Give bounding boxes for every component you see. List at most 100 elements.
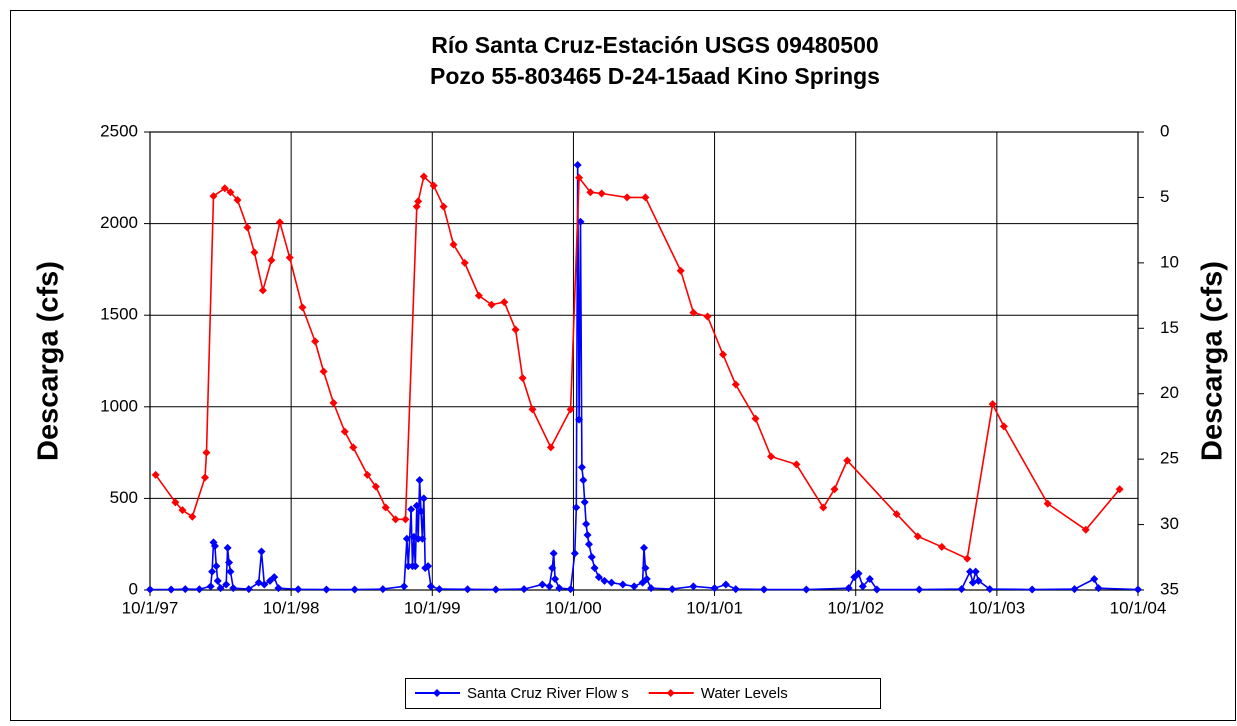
- y-tick-label: 0: [129, 579, 138, 598]
- data-point: [988, 400, 997, 409]
- data-point: [600, 576, 609, 585]
- data-point: [329, 398, 338, 407]
- data-point: [689, 308, 698, 317]
- y2-tick-label: 25: [1160, 449, 1179, 468]
- plot-frame: [149, 131, 1139, 591]
- data-point: [538, 580, 547, 589]
- data-point: [188, 512, 197, 521]
- data-point: [319, 367, 328, 376]
- data-point: [460, 258, 469, 267]
- data-point: [270, 573, 279, 582]
- y2-tick-label: 15: [1160, 318, 1179, 337]
- data-point: [577, 463, 586, 472]
- data-point: [146, 585, 154, 594]
- data-point: [721, 580, 730, 589]
- data-point: [555, 584, 564, 593]
- legend-label: Water Levels: [701, 685, 788, 702]
- data-point: [792, 460, 801, 469]
- data-point: [294, 585, 303, 594]
- data-point: [731, 585, 740, 594]
- data-point: [566, 405, 575, 414]
- data-point: [546, 443, 555, 452]
- data-point: [642, 575, 651, 584]
- data-point: [414, 197, 423, 206]
- y2-tick-label: 5: [1160, 187, 1169, 206]
- data-point: [913, 532, 922, 541]
- data-point: [582, 520, 591, 529]
- data-point: [429, 181, 438, 190]
- x-tick-label: 10/1/99: [404, 598, 461, 617]
- data-point: [966, 567, 975, 576]
- data-point: [257, 547, 266, 556]
- data-point: [208, 567, 217, 576]
- data-point: [195, 585, 204, 594]
- data-point: [819, 503, 828, 512]
- data-point: [226, 188, 235, 197]
- data-point: [858, 582, 867, 591]
- data-point: [676, 266, 685, 275]
- data-point: [668, 585, 677, 594]
- data-point: [575, 173, 584, 182]
- data-point: [267, 256, 276, 265]
- x-tick-label: 10/1/97: [122, 598, 179, 617]
- data-point: [915, 585, 924, 594]
- data-point: [999, 422, 1008, 431]
- data-point: [1070, 585, 1079, 594]
- data-point: [311, 337, 320, 346]
- y-tick-label: 2000: [100, 213, 138, 232]
- data-point: [597, 189, 606, 198]
- data-point: [548, 564, 557, 573]
- y2-tick-label: 30: [1160, 514, 1179, 533]
- data-point: [1134, 585, 1142, 594]
- data-point: [391, 515, 400, 524]
- data-point: [566, 585, 575, 594]
- data-point: [212, 562, 221, 571]
- data-point: [209, 192, 218, 201]
- y2-tick-label: 0: [1160, 121, 1169, 140]
- data-point: [491, 585, 500, 594]
- y-tick-label: 1000: [100, 396, 138, 415]
- data-point: [618, 580, 627, 589]
- data-point: [1094, 584, 1103, 593]
- data-point: [579, 476, 588, 485]
- data-point: [844, 584, 853, 593]
- data-point: [363, 470, 372, 479]
- data-point: [474, 291, 483, 300]
- data-point: [220, 184, 229, 193]
- data-point: [520, 585, 529, 594]
- data-point: [573, 160, 582, 169]
- data-point: [151, 470, 160, 479]
- data-point: [229, 584, 238, 593]
- data-point: [971, 567, 980, 576]
- data-point: [414, 534, 423, 543]
- data-point: [250, 248, 259, 257]
- chart-title: Río Santa Cruz-Estación USGS 09480500: [431, 32, 878, 58]
- data-point: [710, 584, 719, 593]
- data-point: [719, 350, 728, 359]
- legend: Santa Cruz River Flow s Water Levels: [405, 678, 881, 709]
- data-point: [243, 223, 252, 232]
- data-point: [411, 562, 420, 571]
- data-point: [201, 473, 210, 482]
- data-point: [583, 531, 592, 540]
- data-point: [401, 515, 410, 524]
- data-point: [418, 534, 427, 543]
- legend-box: [405, 678, 881, 709]
- data-point: [210, 542, 219, 551]
- data-point: [641, 564, 650, 573]
- x-tick-label: 10/1/01: [686, 598, 743, 617]
- chart-title: Pozo 55-803465 D-24-15aad Kino Springs: [430, 63, 880, 89]
- data-point: [594, 573, 603, 582]
- data-point: [424, 562, 433, 571]
- data-point: [349, 443, 358, 452]
- data-point: [843, 456, 852, 465]
- data-point: [587, 553, 596, 562]
- data-point: [580, 498, 589, 507]
- chart-border: [10, 10, 1236, 721]
- legend-marker: [666, 689, 675, 697]
- data-point: [607, 578, 616, 587]
- data-point: [641, 193, 650, 202]
- data-point: [570, 549, 579, 558]
- data-point: [590, 564, 599, 573]
- data-point: [985, 585, 994, 594]
